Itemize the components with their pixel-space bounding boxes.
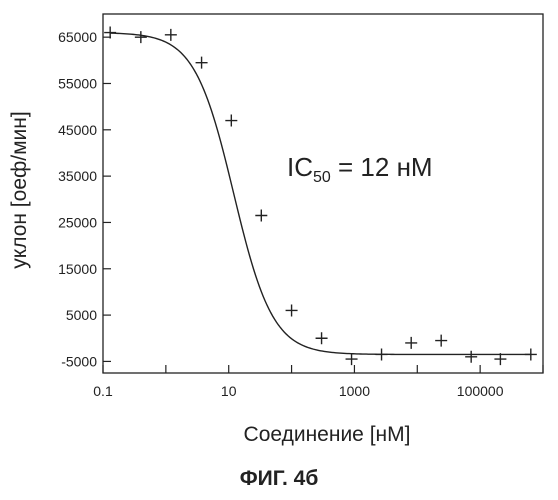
data-points: [104, 27, 537, 366]
x-tick-label: 10: [221, 383, 237, 399]
data-point: [405, 337, 417, 349]
x-axis-title: Соединение [нМ]: [244, 423, 411, 446]
data-point: [255, 210, 267, 222]
y-tick-label: -5000: [61, 353, 97, 369]
x-tick-label: 100000: [457, 383, 504, 399]
data-point: [286, 304, 298, 316]
data-point: [165, 29, 177, 41]
figure-caption: ФИГ. 4б: [240, 467, 319, 490]
x-tick-label: 1000: [339, 383, 370, 399]
y-tick-label: 15000: [58, 261, 97, 277]
data-point: [376, 348, 388, 360]
data-point: [465, 351, 477, 363]
y-axis-title: уклон [оеф/мин]: [8, 111, 31, 268]
y-tick-label: 65000: [58, 29, 97, 45]
data-point: [525, 348, 537, 360]
data-point: [135, 31, 147, 43]
fit-curve: [110, 33, 531, 354]
x-axis-ticks: 0.1 10 1000 100000: [93, 365, 543, 399]
data-point: [316, 332, 328, 344]
plot-frame: [103, 14, 543, 373]
data-point: [346, 353, 358, 365]
y-tick-label: 25000: [58, 214, 97, 230]
data-point: [435, 335, 447, 347]
data-point: [225, 115, 237, 127]
x-tick-label: 0.1: [93, 383, 113, 399]
y-tick-label: 55000: [58, 75, 97, 91]
ic50-annotation: IC50 = 12 нМ: [287, 152, 433, 186]
data-point: [196, 57, 208, 69]
y-tick-label: 35000: [58, 168, 97, 184]
y-tick-label: 5000: [66, 307, 97, 323]
y-tick-label: 45000: [58, 122, 97, 138]
